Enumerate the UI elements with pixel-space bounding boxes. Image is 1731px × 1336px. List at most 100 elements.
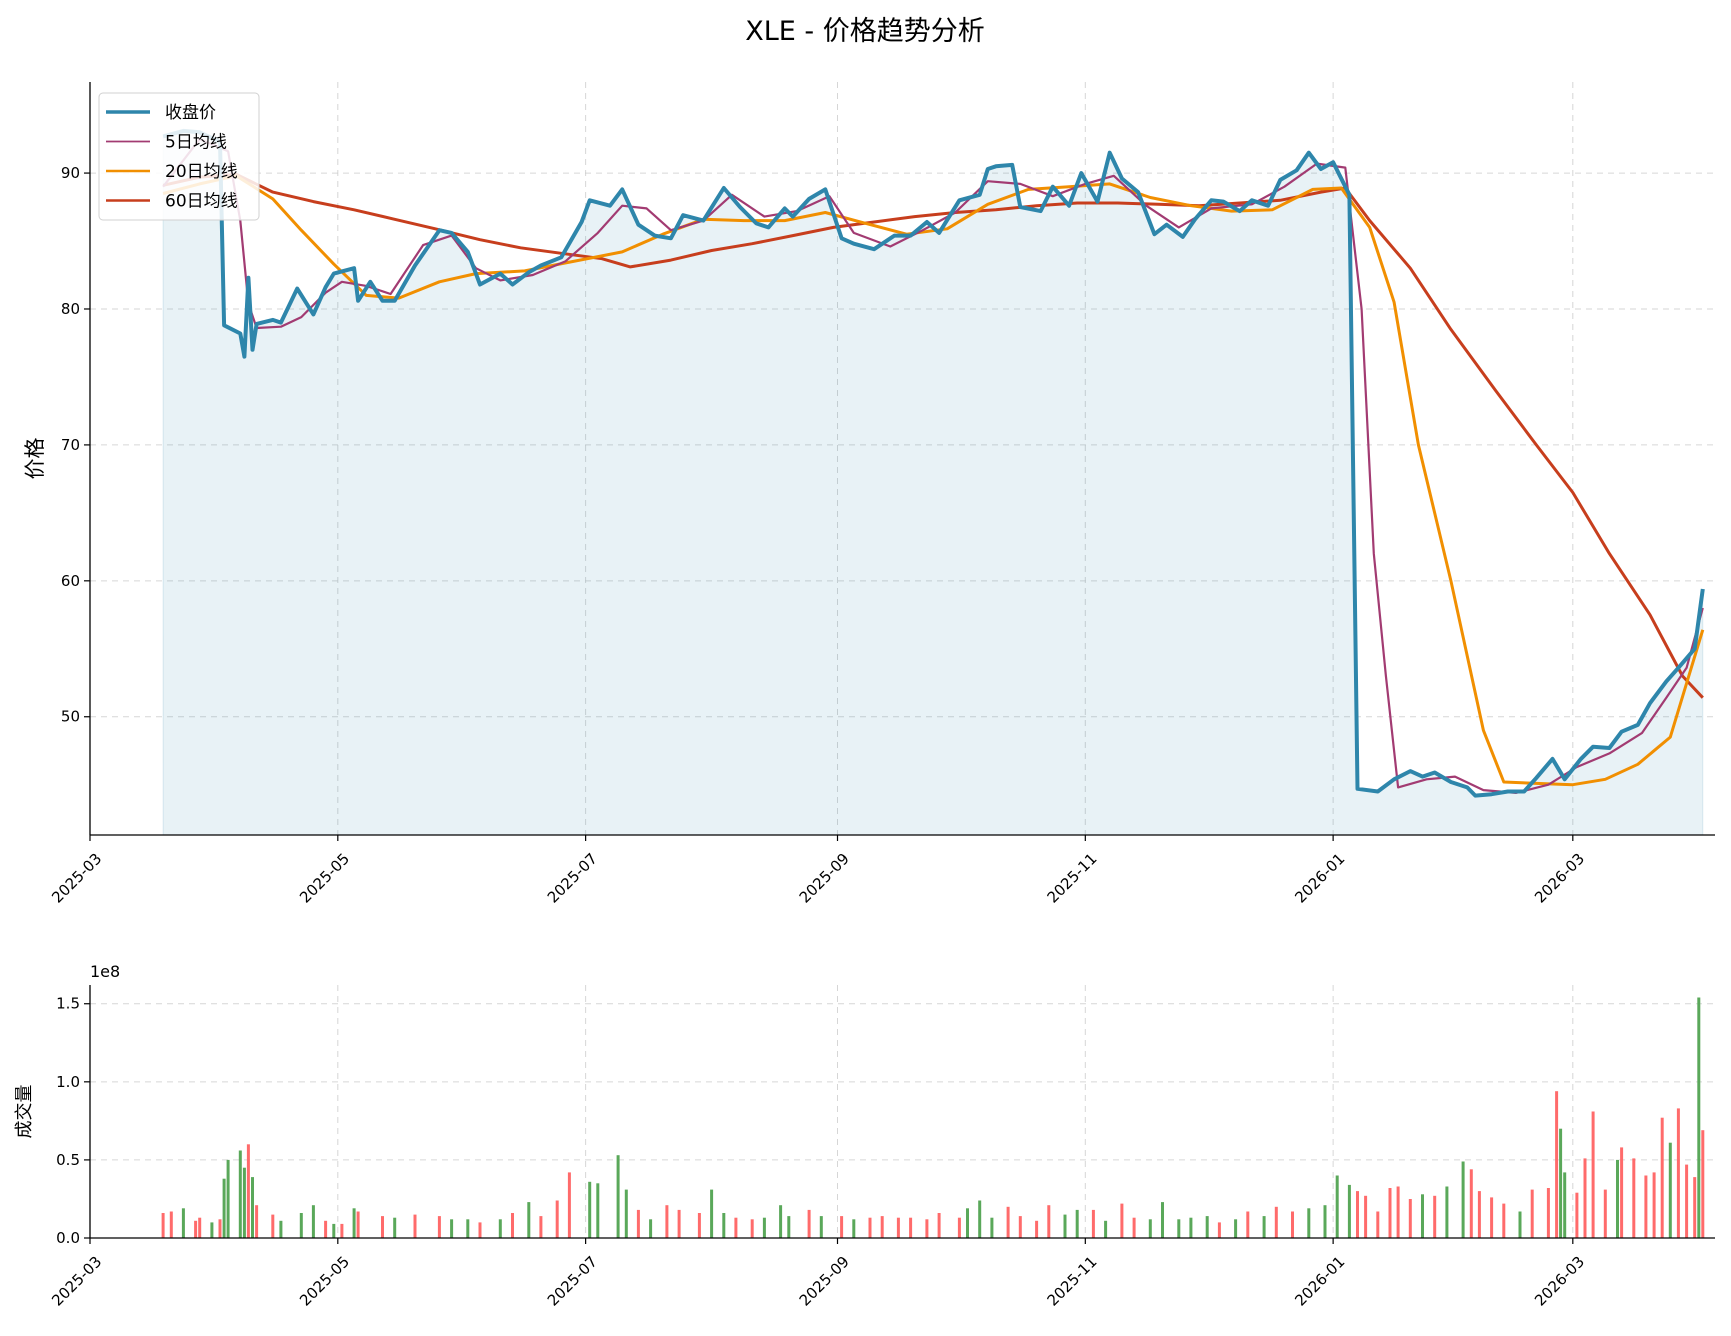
volume-bar [393,1217,397,1238]
volume-bar [1189,1217,1193,1238]
volume-bar [1035,1220,1039,1238]
volume-bar [1388,1188,1392,1238]
volume-bar [1063,1214,1067,1238]
volume-bar [1591,1111,1595,1238]
volume-bar [1335,1175,1339,1238]
volume-bar [169,1211,173,1238]
volume-panel: 0.0 0.5 1.0 1.5 2025-03 2025-05 2025-07 2025-09… [14,962,1715,1310]
volume-bar [1205,1216,1209,1238]
legend-label-3: 60日均线 [165,192,238,212]
volume-bar [1652,1172,1656,1238]
volume-bar [1563,1172,1567,1238]
volume-bar [1274,1206,1278,1238]
volume-bar [1620,1147,1624,1238]
volume-bar [539,1216,543,1238]
volume-bar [332,1223,336,1238]
price-ytick-label-4: 90 [61,164,80,182]
volume-bar [567,1172,571,1238]
volume-bar [1364,1195,1368,1238]
volume-bar [1323,1205,1327,1238]
volume-bar [1685,1164,1689,1238]
volume-bar [937,1213,941,1238]
price-panel: 50 60 70 80 90 2025-03 2025-05 2025-07 2025-09 20… [23,82,1715,907]
volume-xtick-label-1: 2025-05 [296,1253,353,1310]
volume-bar [1148,1219,1152,1238]
volume-bar [413,1214,417,1238]
volume-bar [511,1213,514,1238]
volume-bar [466,1219,470,1238]
price-ytick-label-3: 80 [61,300,80,318]
volume-bar [1047,1205,1051,1238]
volume-bar [356,1211,360,1238]
volume-bar [242,1167,246,1238]
volume-bar [255,1205,259,1238]
volume-bar [498,1219,502,1238]
volume-xtick-label-5: 2026-01 [1291,1253,1348,1310]
volume-bar [787,1216,791,1238]
volume-bar [1376,1211,1380,1238]
volume-bar [1132,1217,1136,1238]
volume-bar [1530,1189,1534,1238]
volume-bar [1502,1203,1506,1238]
volume-bar [1697,997,1701,1238]
volume-bar [852,1219,856,1238]
volume-bar [299,1213,303,1238]
volume-bar [722,1213,726,1238]
volume-bar [1559,1128,1563,1238]
volume-bar [1018,1216,1022,1238]
volume-bar [1291,1211,1294,1238]
volume-bar [710,1189,714,1238]
series-line-2 [162,174,1705,787]
price-xtick-label-1: 2025-05 [296,850,353,907]
volume-bar [1091,1209,1095,1238]
volume-ytick-label-3: 1.5 [56,995,80,1013]
volume-bar [194,1220,198,1238]
volume-bar [1660,1117,1664,1238]
volume-bar [1461,1161,1465,1238]
volume-bar [819,1216,823,1238]
volume-bar [1632,1158,1636,1238]
volume-bar [1307,1208,1311,1238]
volume-bar [588,1181,592,1238]
price-xtick-label-6: 2026-03 [1531,850,1588,907]
volume-ytick-label-1: 0.5 [56,1151,80,1169]
volume-bar [1477,1191,1481,1238]
price-ylabel: 价格 [23,438,47,480]
close-price-area [162,130,1704,836]
volume-bar [1546,1188,1550,1238]
volume-bar [1408,1199,1412,1238]
series-line-0 [162,128,1705,798]
volume-bar [1668,1142,1672,1238]
volume-bar [1445,1186,1449,1238]
price-ytick-label-2: 70 [61,436,80,454]
volume-bar [1104,1220,1108,1238]
volume-bar [238,1150,242,1238]
volume-bar [324,1220,328,1238]
volume-bar [677,1209,681,1238]
volume-bar [1246,1211,1250,1238]
volume-bar [1555,1091,1559,1238]
volume-bar [734,1217,738,1238]
volume-bar [1120,1203,1124,1238]
volume-bar [1177,1219,1181,1238]
price-xtick-label-0: 2025-03 [48,850,105,907]
volume-bar [246,1144,250,1238]
volume-bar [624,1189,628,1238]
volume-ylabel: 成交量 [14,1085,35,1139]
volume-bar [437,1216,441,1238]
volume-bar [779,1205,783,1238]
legend-label-1: 5日均线 [165,133,227,153]
volume-bar [896,1217,900,1238]
volume-bar [649,1219,653,1238]
volume-bar [279,1220,283,1238]
volume-bar [271,1214,275,1238]
legend: 收盘价 5日均线 20日均线 60日均线 [98,92,260,221]
volume-bar [880,1216,884,1238]
volume-xtick-label-6: 2026-03 [1531,1253,1588,1310]
volume-bar [636,1209,640,1238]
volume-xtick-label-3: 2025-09 [796,1253,853,1310]
volume-bar [1262,1216,1266,1238]
volume-bar [1603,1189,1607,1238]
